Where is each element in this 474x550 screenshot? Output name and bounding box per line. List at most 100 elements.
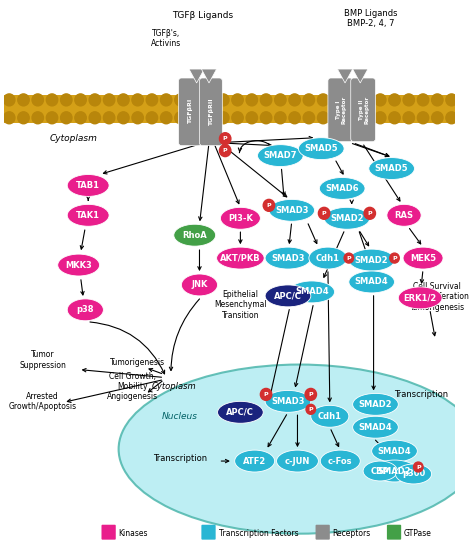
FancyBboxPatch shape [101,525,116,540]
Ellipse shape [398,287,442,309]
Text: p300: p300 [402,470,425,478]
Circle shape [161,94,172,106]
Circle shape [432,112,443,124]
Ellipse shape [67,174,109,196]
Text: Cell Survival
and Proliferation
Tumorigenesis: Cell Survival and Proliferation Tumorige… [405,282,469,312]
Text: P: P [367,211,372,216]
Circle shape [232,112,243,124]
Ellipse shape [58,254,100,276]
FancyBboxPatch shape [316,525,330,540]
Text: TGFβ's,
Activins: TGFβ's, Activins [151,29,182,48]
FancyBboxPatch shape [351,78,375,142]
Circle shape [203,94,215,106]
Ellipse shape [265,247,311,269]
Polygon shape [337,69,353,83]
Text: ATF2: ATF2 [243,456,266,465]
Circle shape [303,94,315,106]
Ellipse shape [319,178,365,200]
Ellipse shape [369,158,414,179]
Circle shape [219,133,231,145]
Polygon shape [189,69,204,83]
FancyBboxPatch shape [387,525,401,540]
Circle shape [446,112,457,124]
Text: Cdh1: Cdh1 [318,412,342,421]
Ellipse shape [309,247,347,269]
Text: TAB1: TAB1 [76,181,100,190]
Text: SMAD3: SMAD3 [271,254,305,262]
Circle shape [18,94,29,106]
Circle shape [175,112,186,124]
Ellipse shape [395,464,432,484]
Circle shape [132,112,143,124]
Circle shape [374,94,386,106]
Circle shape [219,145,231,157]
Circle shape [332,94,343,106]
Text: Cytoplasm: Cytoplasm [50,134,98,142]
Circle shape [232,94,243,106]
Ellipse shape [311,405,349,427]
Circle shape [303,112,315,124]
Circle shape [364,207,375,219]
Ellipse shape [265,285,311,307]
Text: RAS: RAS [394,211,413,220]
Text: Cdh1: Cdh1 [316,254,340,262]
Circle shape [344,253,354,263]
Text: TAK1: TAK1 [76,211,100,220]
Text: Kinases: Kinases [118,529,148,538]
Text: SMAD3: SMAD3 [271,397,305,406]
Circle shape [263,200,274,211]
Circle shape [389,94,400,106]
Ellipse shape [257,145,303,167]
Circle shape [305,388,317,400]
Text: P: P [416,465,420,470]
Text: Transcription: Transcription [154,454,208,463]
Ellipse shape [235,450,274,472]
Circle shape [332,112,343,124]
Ellipse shape [218,402,263,424]
Circle shape [89,112,100,124]
Text: P: P [322,211,327,216]
Text: TGFβRI: TGFβRI [189,99,193,124]
Circle shape [103,112,115,124]
Circle shape [175,94,186,106]
Ellipse shape [353,393,398,415]
Text: Epithelial
Mesenchymal
Transition: Epithelial Mesenchymal Transition [214,290,267,320]
Circle shape [218,94,229,106]
Circle shape [189,94,201,106]
Circle shape [46,112,58,124]
Circle shape [46,94,58,106]
Circle shape [360,94,372,106]
Text: BMP Ligands
BMP-2, 4, 7: BMP Ligands BMP-2, 4, 7 [344,9,398,28]
Circle shape [75,94,86,106]
Bar [4,95,456,123]
Circle shape [289,94,301,106]
Circle shape [274,94,286,106]
Text: PI3-K: PI3-K [228,214,253,223]
Circle shape [289,112,301,124]
Text: P: P [392,256,397,261]
Text: Transcription Factors: Transcription Factors [219,529,298,538]
Text: SMAD2: SMAD2 [355,256,389,265]
Circle shape [346,112,357,124]
Circle shape [306,404,316,414]
Circle shape [260,94,272,106]
Ellipse shape [324,207,370,229]
Text: Type II
Receptor: Type II Receptor [359,96,369,124]
Text: SMAD4: SMAD4 [359,423,392,432]
Circle shape [246,112,257,124]
Ellipse shape [353,416,398,438]
Text: SMAD2: SMAD2 [330,214,364,223]
Text: c-Fos: c-Fos [328,456,353,465]
Ellipse shape [372,440,417,462]
Circle shape [446,94,457,106]
Ellipse shape [67,299,103,321]
Circle shape [118,94,129,106]
Circle shape [118,112,129,124]
Circle shape [18,112,29,124]
Text: P: P [309,392,313,397]
Text: SMAD2: SMAD2 [378,466,411,476]
Circle shape [103,94,115,106]
Ellipse shape [403,247,443,269]
Text: APC/C: APC/C [227,408,255,417]
FancyBboxPatch shape [179,78,201,146]
